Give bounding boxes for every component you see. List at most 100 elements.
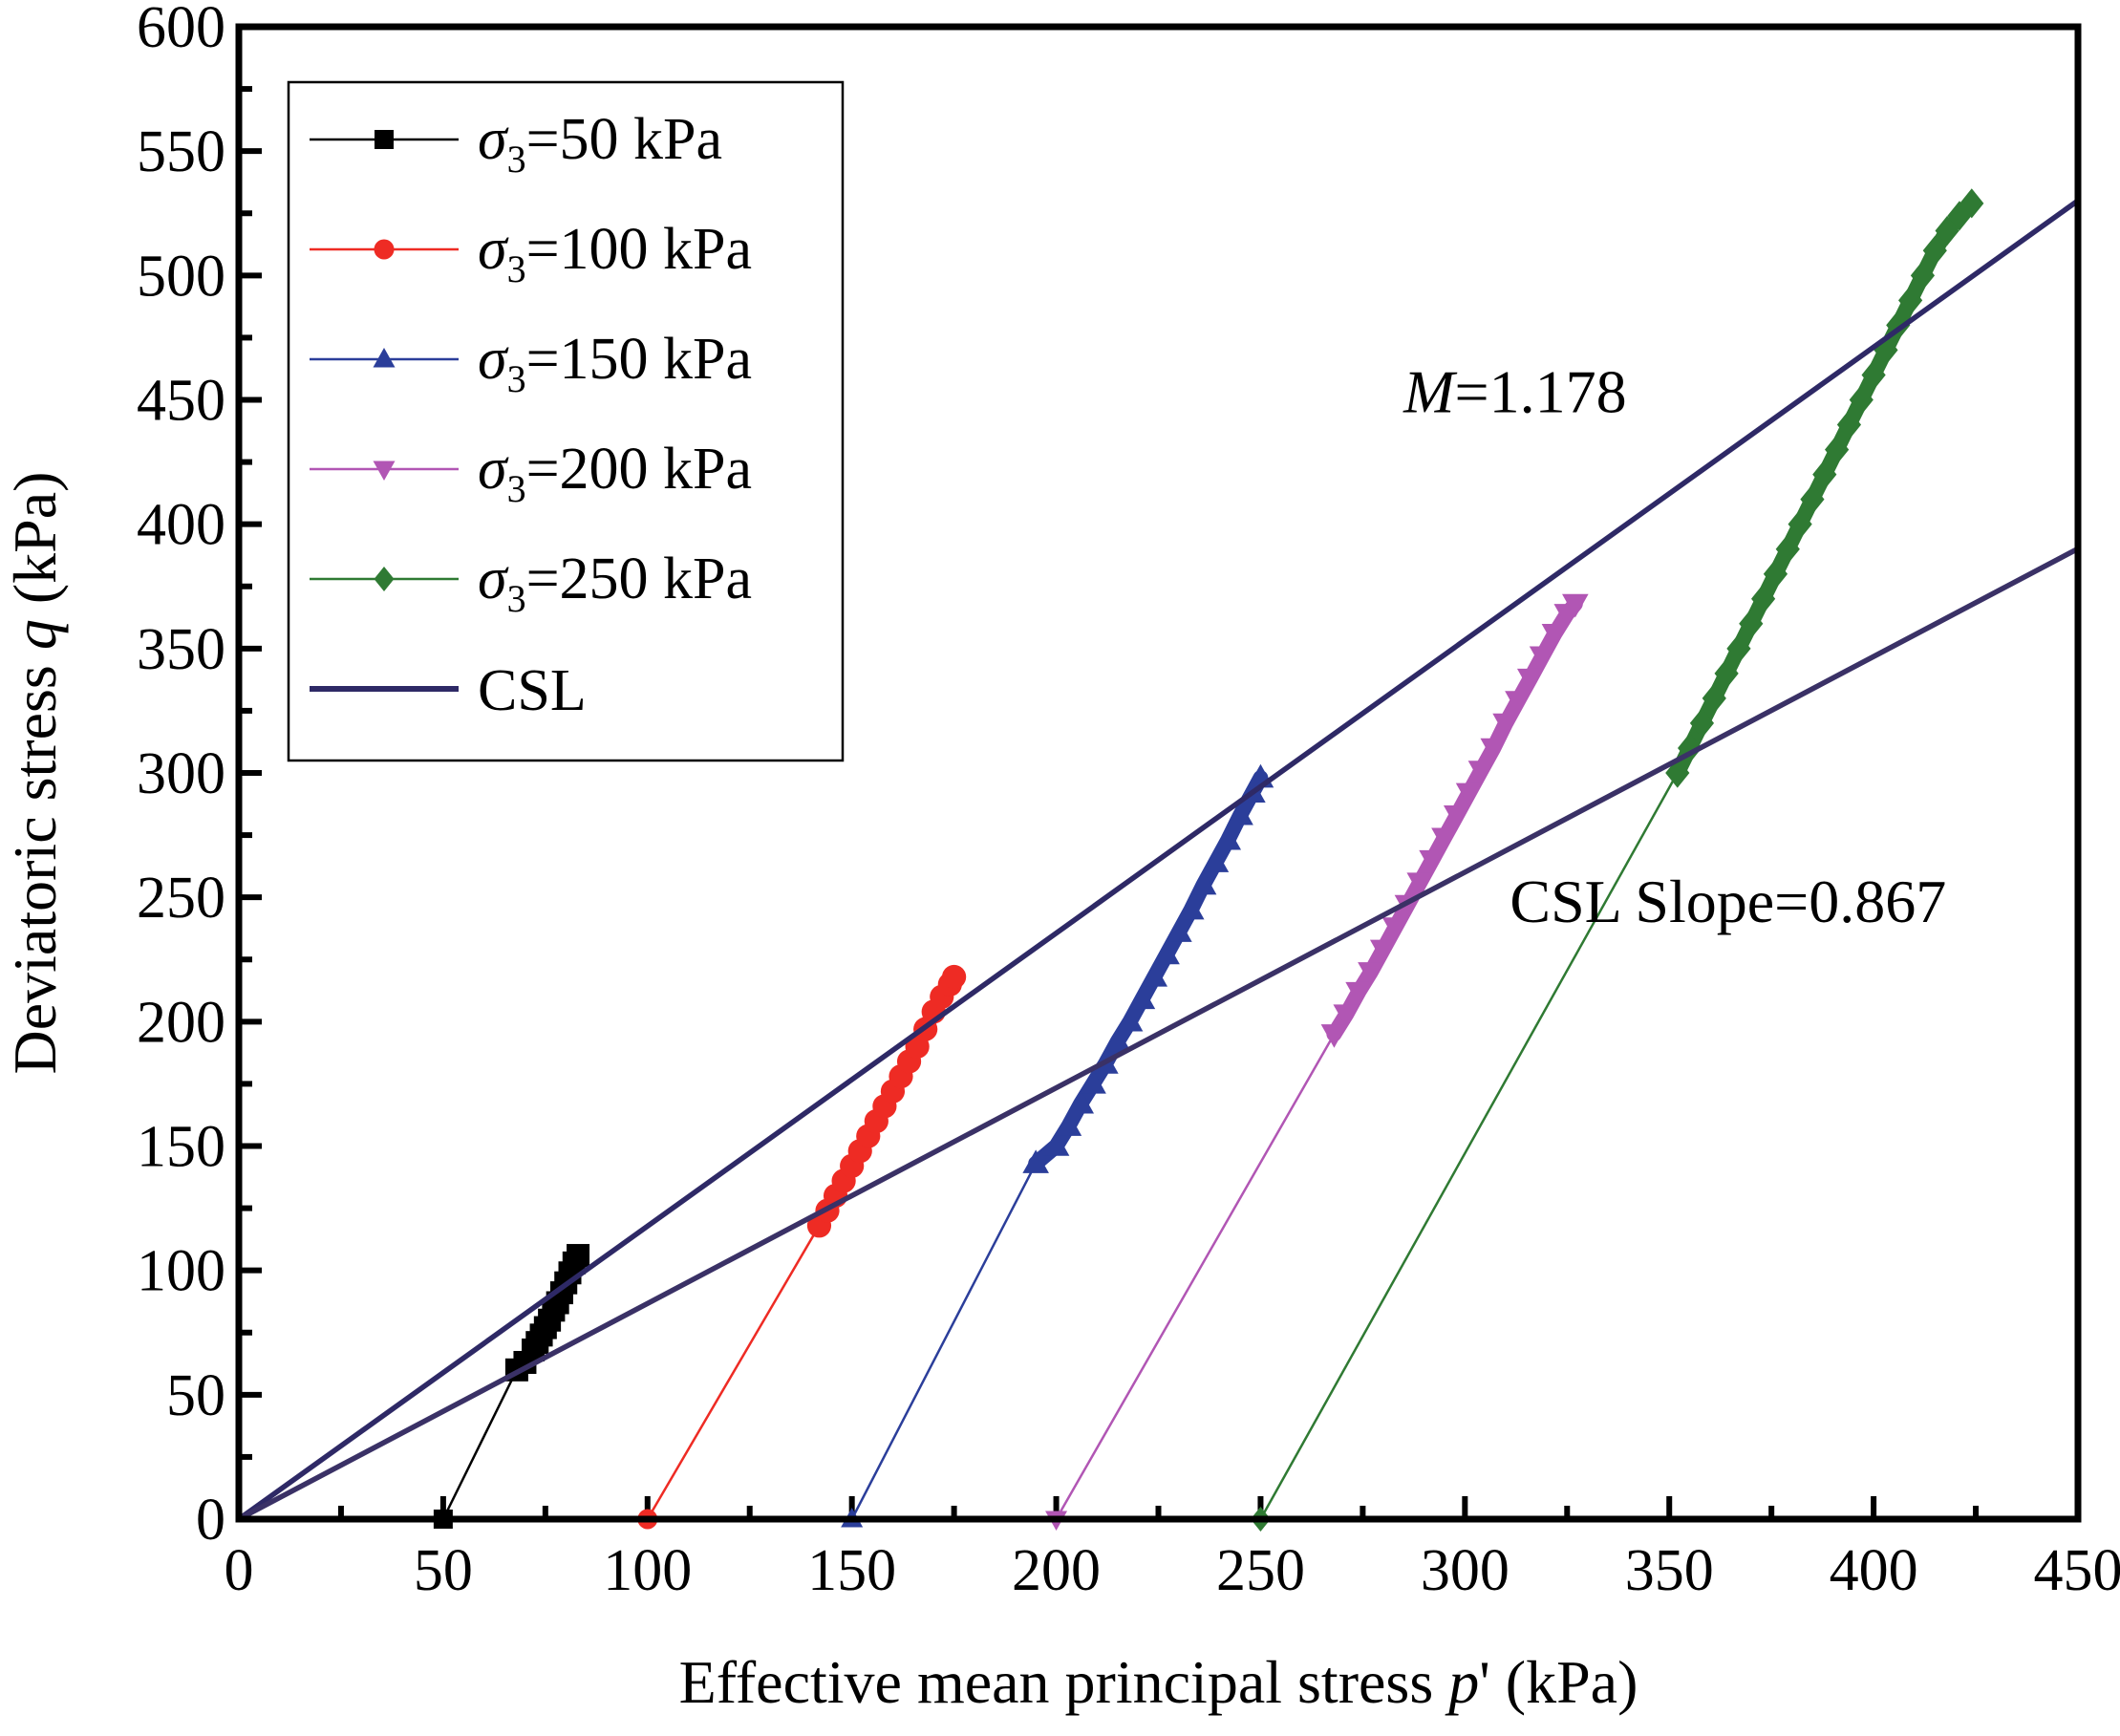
data-point <box>1480 738 1508 762</box>
data-point <box>1849 384 1874 416</box>
x-axis-title-prefix: Effective mean principal stress <box>679 1648 1449 1716</box>
data-point <box>1751 584 1776 614</box>
data-point <box>1067 1089 1095 1114</box>
legend-symbol: σ <box>478 107 509 172</box>
annotation-var: M <box>1403 358 1458 426</box>
y-tick-label: 400 <box>137 493 225 558</box>
x-tick-label: 400 <box>1830 1538 1918 1603</box>
y-tick-label: 350 <box>137 617 225 682</box>
data-point <box>1861 359 1886 391</box>
legend-label: σ3=250 kPa <box>478 547 752 620</box>
data-point <box>1227 801 1253 825</box>
legend-subscript: 3 <box>507 247 526 290</box>
y-axis-title-suffix: (kPa) <box>1 472 69 620</box>
y-tick-label: 550 <box>137 119 225 184</box>
data-point <box>1959 188 1984 219</box>
csl-line-slope <box>237 546 2080 1522</box>
y-tick-label: 100 <box>137 1239 225 1304</box>
data-point <box>1345 981 1372 1006</box>
data-point <box>1910 260 1936 290</box>
legend-item: σ3=200 kPa <box>310 437 752 510</box>
legend-subscript: 3 <box>507 577 526 620</box>
data-point <box>1922 235 1947 266</box>
y-tick-label: 250 <box>137 866 225 931</box>
y-tick-label: 0 <box>196 1488 225 1553</box>
x-tick-label: 100 <box>603 1538 692 1603</box>
y-tick-label: 200 <box>137 990 225 1055</box>
x-axis-title: Effective mean principal stress p' (kPa) <box>679 1648 1638 1716</box>
data-point <box>1516 668 1544 693</box>
legend-rest: =100 kPa <box>526 217 752 282</box>
data-point <box>1455 782 1483 807</box>
data-point <box>1702 683 1726 714</box>
data-point <box>1562 593 1589 618</box>
x-axis-title-var: p <box>1445 1648 1479 1716</box>
data-point <box>1055 1112 1082 1136</box>
legend-symbol: σ <box>478 217 509 282</box>
data-point <box>1369 939 1397 964</box>
y-tick-label: 500 <box>137 244 225 309</box>
data-point <box>567 1244 590 1268</box>
series-2 <box>637 964 967 1530</box>
data-point <box>942 964 967 990</box>
series-initial-path <box>1259 772 1679 1520</box>
data-point <box>1812 460 1837 490</box>
data-point <box>1202 848 1230 872</box>
data-point <box>1529 646 1556 671</box>
data-point <box>1320 1024 1348 1048</box>
data-point <box>1763 559 1788 589</box>
data-point <box>1116 1007 1144 1032</box>
legend-item-csl: CSL <box>310 658 587 723</box>
series-3 <box>841 763 1274 1528</box>
data-point <box>1177 895 1205 920</box>
legend-item: σ3=250 kPa <box>310 547 752 620</box>
x-tick-label: 200 <box>1012 1538 1101 1603</box>
data-point <box>1492 713 1519 738</box>
legend-symbol: σ <box>478 547 509 611</box>
data-point <box>1739 609 1764 639</box>
data-point <box>1358 962 1384 986</box>
legend-item: σ3=100 kPa <box>310 217 752 290</box>
series-1 <box>433 1244 590 1529</box>
legend-marker <box>373 461 396 481</box>
data-point <box>1689 708 1715 739</box>
legend-item: σ3=50 kPa <box>310 107 722 181</box>
data-point <box>1103 1027 1131 1052</box>
plot-frame <box>235 23 2082 1523</box>
data-point <box>1505 691 1531 715</box>
x-tick-label: 250 <box>1216 1538 1305 1603</box>
legend-subscript: 3 <box>507 467 526 510</box>
y-axis-title: Deviatoric stress q (kPa) <box>1 472 69 1075</box>
legend-label: σ3=100 kPa <box>478 217 752 290</box>
legend-symbol: σ <box>478 327 509 392</box>
legend-marker <box>373 348 396 368</box>
data-point <box>1541 624 1569 648</box>
annotation-text: =1.178 <box>1454 358 1626 426</box>
series-4 <box>1045 593 1589 1531</box>
legend-box <box>287 80 845 762</box>
x-axis-title-suffix: ' (kPa) <box>1479 1648 1638 1716</box>
legend-label: σ3=200 kPa <box>478 437 752 510</box>
annotation-csl-slope: CSL Slope=0.867 <box>1510 868 1946 935</box>
data-point <box>1333 1004 1360 1028</box>
series-initial-path <box>441 1369 519 1520</box>
data-point <box>1935 215 1959 246</box>
legend-symbol: σ <box>478 437 509 502</box>
x-tick-label: 450 <box>2034 1538 2120 1603</box>
data-point <box>1726 633 1751 664</box>
legend-rest: =150 kPa <box>526 327 752 392</box>
data-point <box>1022 1149 1049 1173</box>
legend-rest: =250 kPa <box>526 547 752 611</box>
x-tick-label: 150 <box>807 1538 896 1603</box>
data-point <box>1800 484 1825 515</box>
data-point <box>1467 761 1495 784</box>
x-tick-label: 300 <box>1421 1538 1510 1603</box>
legend-subscript: 3 <box>507 138 526 181</box>
data-point <box>1825 434 1850 465</box>
legend-marker <box>374 567 395 591</box>
legend-marker <box>374 239 395 260</box>
data-point <box>1166 918 1192 942</box>
data-point <box>1153 940 1180 965</box>
series-layer <box>433 188 1984 1532</box>
